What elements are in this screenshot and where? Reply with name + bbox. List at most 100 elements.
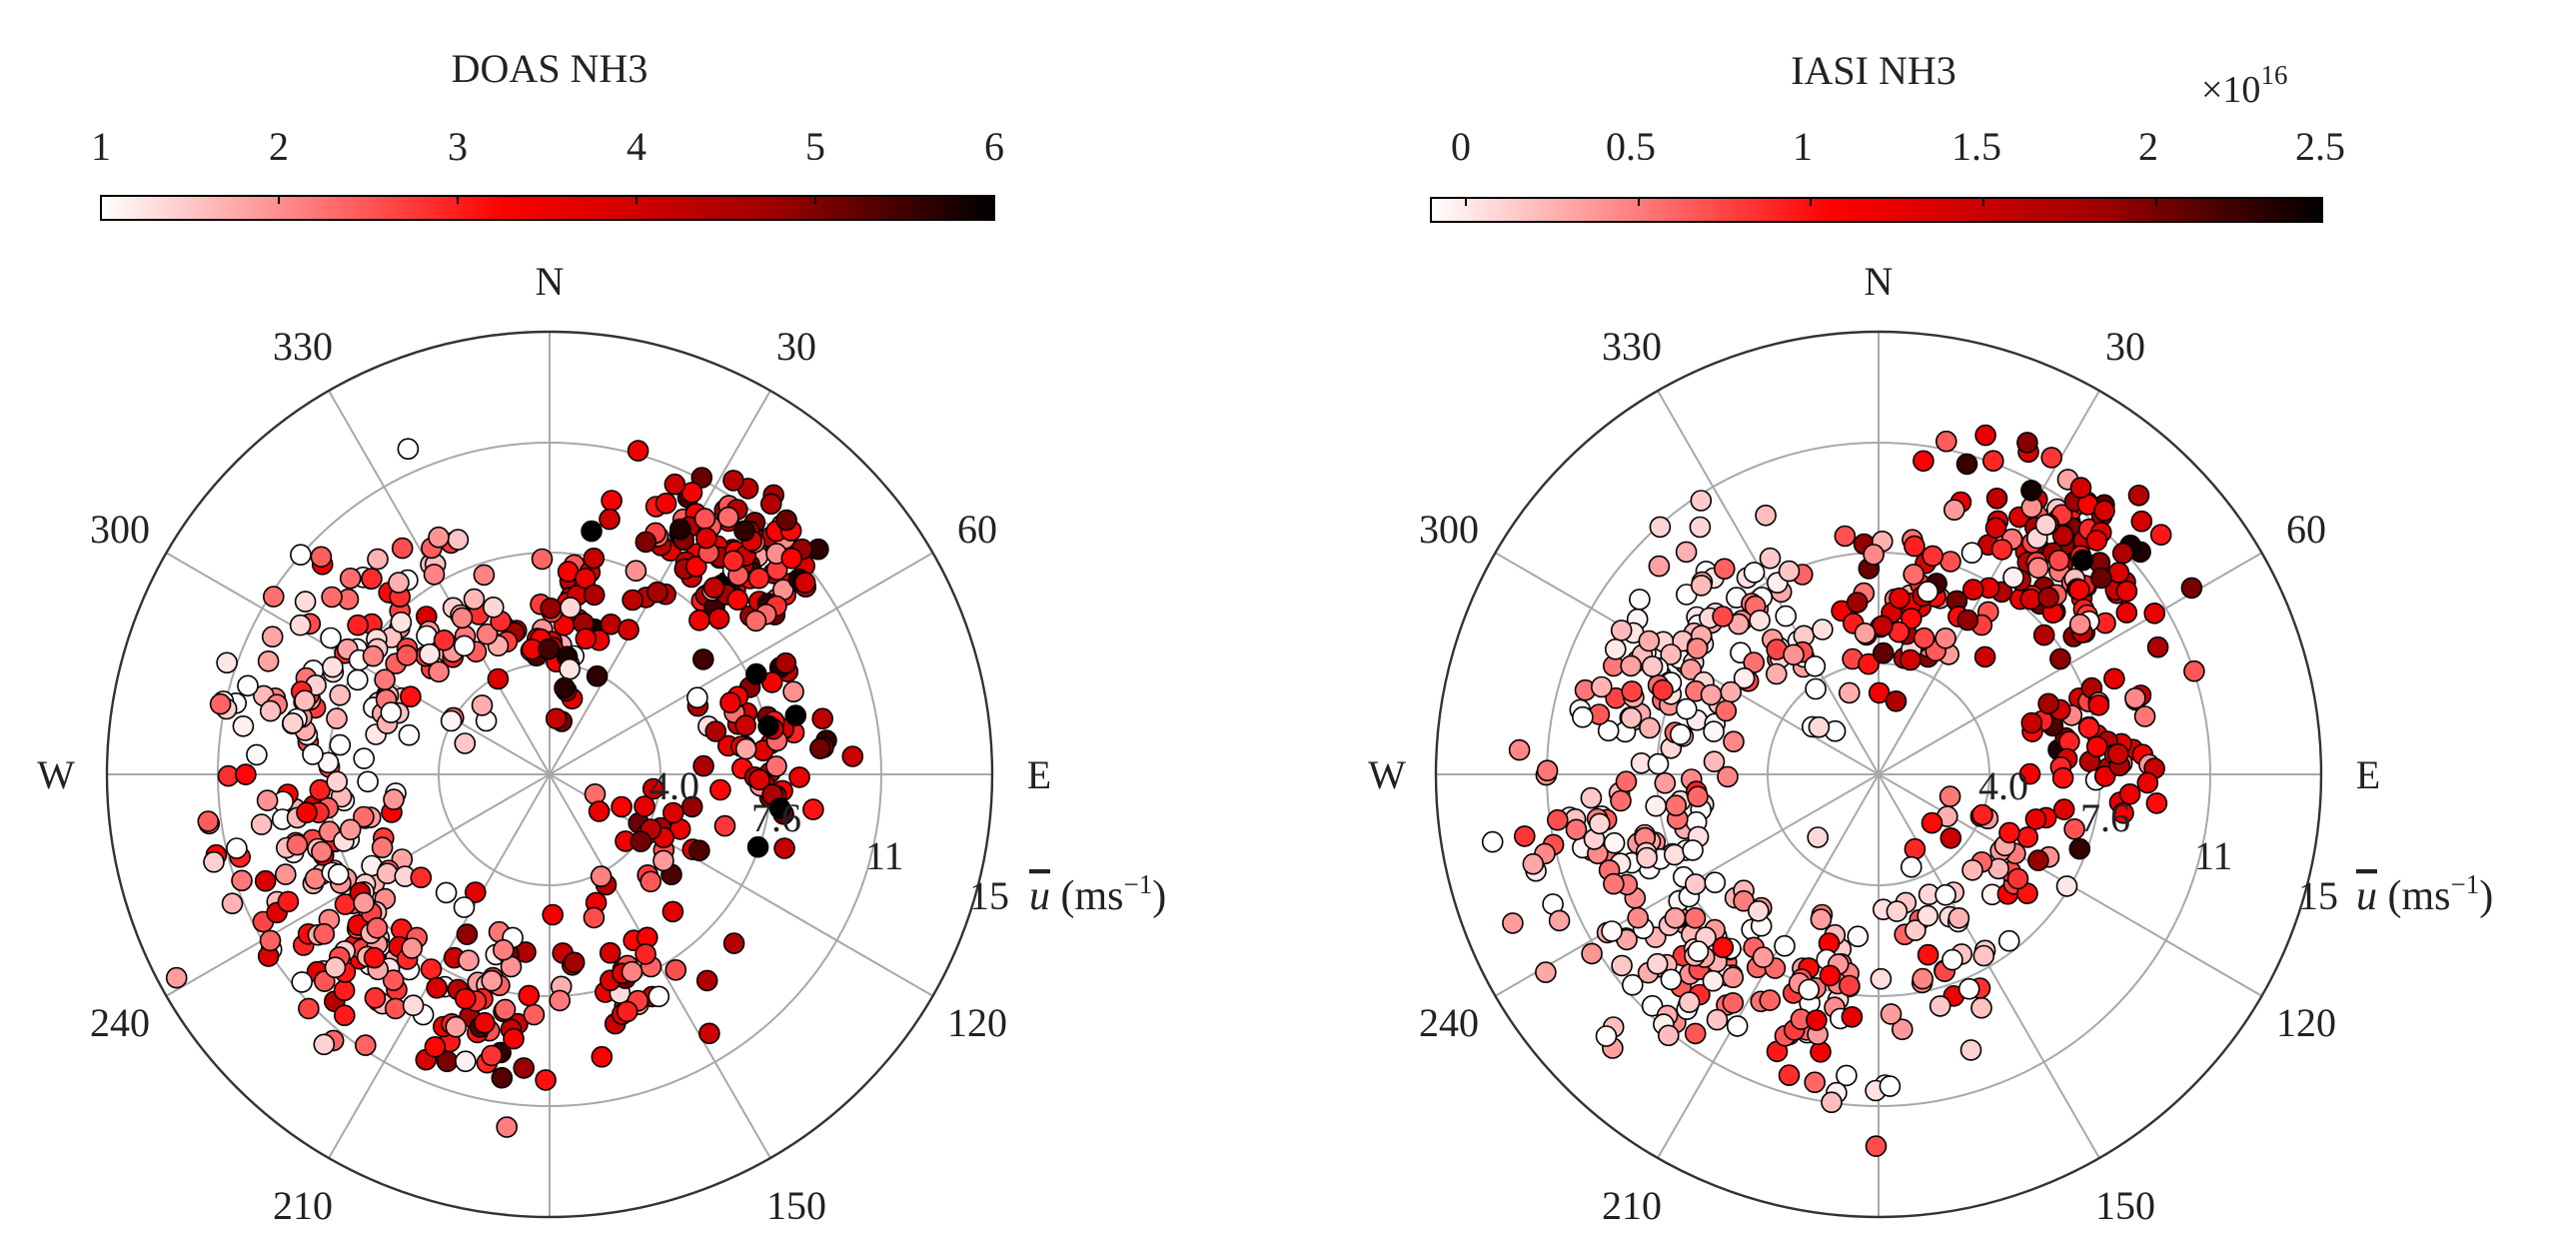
scatter-point xyxy=(2127,484,2150,507)
scatter-point xyxy=(2068,579,2090,602)
scatter-point xyxy=(719,691,741,714)
scatter-point xyxy=(663,473,686,496)
scatter-point xyxy=(296,801,318,824)
scatter-point xyxy=(1601,920,1623,942)
scatter-point xyxy=(616,1000,639,1023)
scatter-point xyxy=(2093,765,2116,787)
scatter-point xyxy=(492,938,515,961)
scatter-point xyxy=(1647,752,1670,775)
scatter-point xyxy=(1620,654,1642,677)
scatter-point xyxy=(364,986,387,1009)
scatter-point xyxy=(717,506,739,529)
scatter-point xyxy=(1627,906,1649,929)
scatter-point xyxy=(1687,940,1710,962)
polar-boundary xyxy=(105,330,994,1219)
scatter-point xyxy=(583,547,606,570)
scatter-point xyxy=(2107,742,2129,765)
scatter-point xyxy=(1621,680,1643,702)
scatter-point xyxy=(747,567,770,590)
scatter-point xyxy=(454,987,477,1010)
scatter-point xyxy=(424,1036,447,1058)
scatter-point xyxy=(1774,934,1796,957)
scatter-point xyxy=(784,704,807,726)
scatter-point xyxy=(1722,991,1745,1014)
scatter-point xyxy=(2115,602,2138,624)
scatter-point xyxy=(513,1057,536,1079)
scatter-point xyxy=(423,564,446,586)
radial-label: 7.6 xyxy=(751,795,801,840)
scatter-point xyxy=(540,597,563,620)
scatter-point xyxy=(2020,711,2043,734)
scatter-point xyxy=(451,607,474,629)
scatter-point xyxy=(1912,967,1933,990)
scatter-point xyxy=(2093,500,2115,523)
scatter-point xyxy=(1611,954,1633,977)
scatter-point xyxy=(1778,560,1801,583)
scatter-point xyxy=(704,720,727,742)
scatter-point xyxy=(261,626,284,648)
scatter-point xyxy=(1712,936,1735,959)
scatter-point xyxy=(353,747,376,769)
scatter-point xyxy=(1660,643,1682,665)
scatter-point xyxy=(471,694,494,716)
scatter-point xyxy=(1676,697,1698,720)
scatter-point xyxy=(383,788,405,810)
scatter-point xyxy=(2145,792,2168,814)
scatter-point xyxy=(262,586,285,608)
scatter-point xyxy=(1804,654,1827,677)
scatter-point xyxy=(455,1050,477,1072)
scatter-point xyxy=(726,589,749,612)
scatter-point xyxy=(481,969,504,992)
scatter-point xyxy=(635,531,657,554)
angle-label: 60 xyxy=(2286,507,2326,552)
scatter-point xyxy=(433,628,456,651)
scatter-point xyxy=(374,668,396,691)
scatter-point xyxy=(1805,677,1827,700)
scatter-point xyxy=(1481,830,1504,853)
colorbar-tick-label: 0 xyxy=(1451,124,1471,169)
scatter-point xyxy=(1892,1018,1914,1040)
scatter-point xyxy=(428,660,450,683)
scatter-point xyxy=(545,707,568,730)
scatter-point xyxy=(1901,855,1923,878)
scatter-point xyxy=(1917,581,1938,603)
colorbar-tick-label: 1 xyxy=(91,124,111,169)
scatter-point xyxy=(591,1045,614,1068)
scatter-point xyxy=(1812,619,1834,640)
scatter-point xyxy=(327,863,350,885)
scatter-point xyxy=(563,951,586,974)
scatter-point xyxy=(2133,705,2156,727)
scatter-point xyxy=(554,676,576,699)
scatter-point xyxy=(722,932,745,954)
scatter-point xyxy=(231,869,253,892)
scatter-point xyxy=(802,798,824,820)
scatter-point xyxy=(1880,1003,1903,1025)
scatter-point xyxy=(688,839,710,862)
scatter-point xyxy=(690,467,713,489)
scatter-point xyxy=(1997,929,2020,952)
scatter-point xyxy=(684,556,707,578)
scatter-point xyxy=(2027,557,2049,580)
scatter-point xyxy=(2040,447,2062,469)
radial-unit-label: u (ms−1) xyxy=(2356,869,2493,919)
compass-east: E xyxy=(2356,752,2380,797)
scatter-point xyxy=(382,969,405,991)
scatter-point xyxy=(1836,1064,1858,1087)
scatter-point xyxy=(453,634,476,657)
scatter-point xyxy=(1819,964,1842,987)
scatter-point xyxy=(1508,738,1531,761)
scatter-point xyxy=(400,685,422,708)
scatter-point xyxy=(1652,678,1674,701)
colorbar-tick-label: 4 xyxy=(627,124,646,169)
scatter-point xyxy=(1641,655,1664,677)
scatter-point xyxy=(1690,490,1713,512)
colorbar-title: DOAS NH3 xyxy=(452,46,648,91)
scatter-point xyxy=(1597,719,1620,742)
scatter-point xyxy=(1665,794,1688,817)
scatter-point xyxy=(1638,629,1661,652)
scatter-point xyxy=(780,547,803,570)
scatter-point xyxy=(1917,904,1938,927)
scatter-points xyxy=(165,438,864,1138)
angle-label: 150 xyxy=(2095,1183,2155,1228)
scatter-point xyxy=(1886,900,1909,922)
